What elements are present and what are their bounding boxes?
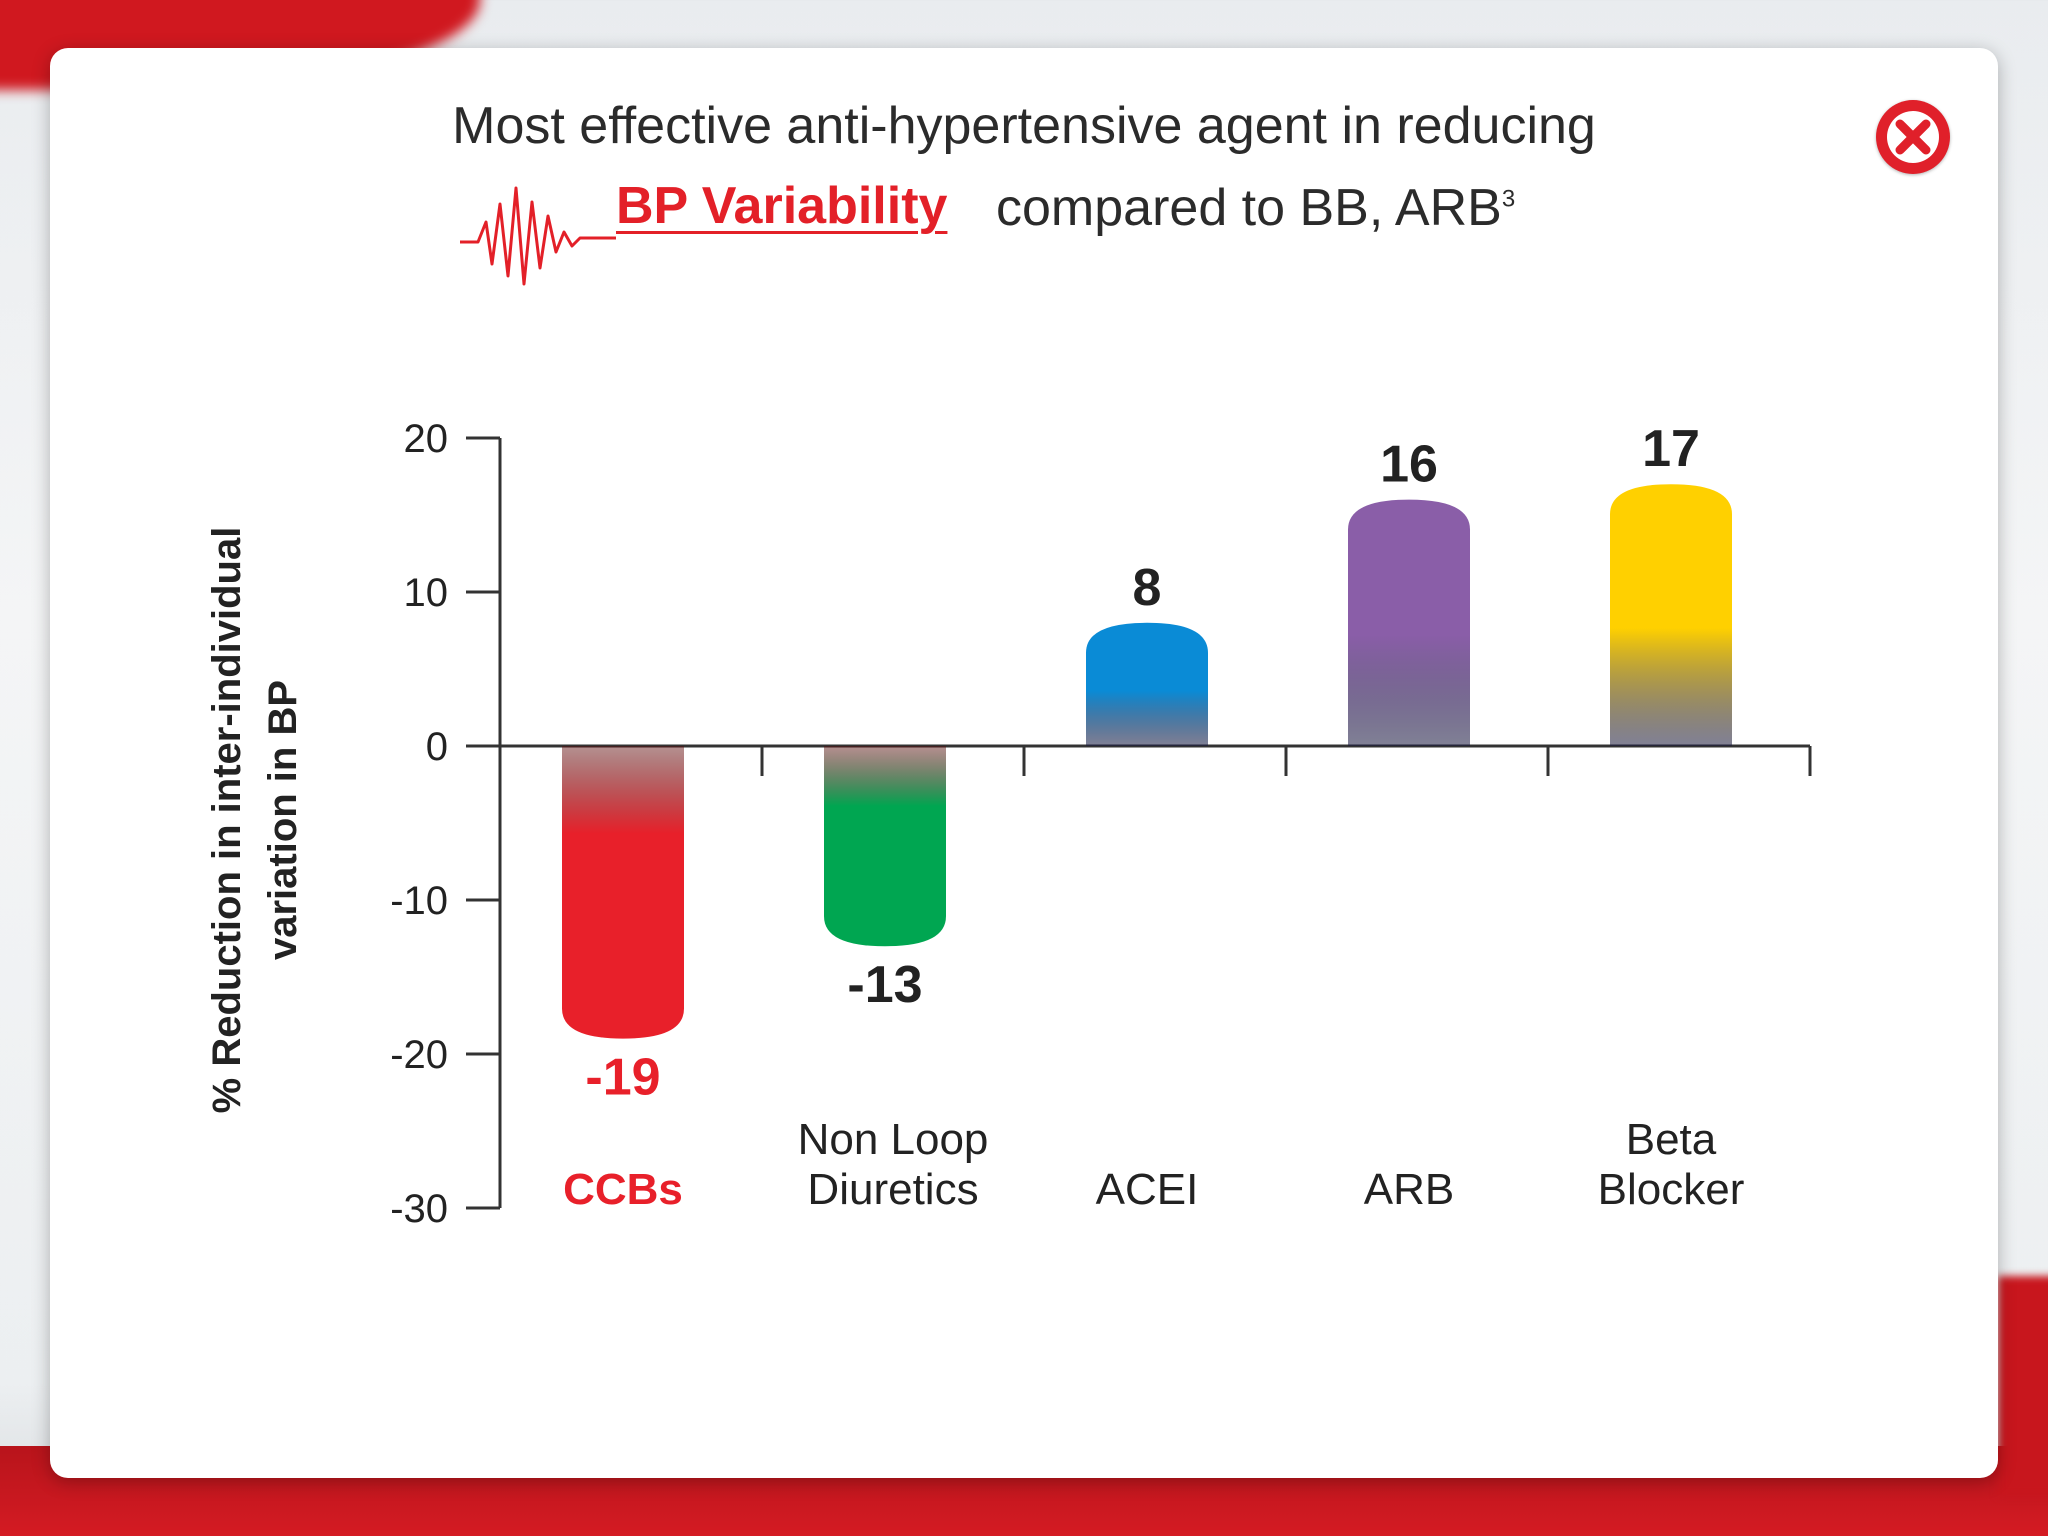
bar-beta-blocker (1610, 484, 1732, 746)
category-label: Beta (1626, 1115, 1717, 1164)
y-tick-label: 20 (404, 417, 449, 461)
data-label: 17 (1642, 420, 1700, 478)
chart-title-comparison: compared to BB, ARB3 (996, 178, 1515, 238)
category-label: Non Loop (798, 1115, 989, 1164)
background-red-swoosh-right (1998, 1276, 2048, 1496)
category-label: CCBs (563, 1165, 683, 1214)
bp-variability-highlight: BP Variability (616, 177, 948, 235)
chart-title-line1: Most effective anti-hypertensive agent i… (452, 97, 1596, 155)
close-button[interactable] (1876, 100, 1950, 174)
category-label: ARB (1364, 1165, 1454, 1214)
y-tick-label: -30 (390, 1187, 448, 1231)
data-label: 8 (1133, 559, 1162, 617)
y-tick-label: -20 (390, 1033, 448, 1077)
heartbeat-pulse-icon (460, 186, 616, 286)
y-tick-label: -10 (390, 879, 448, 923)
bar-acei (1086, 622, 1208, 746)
data-label: 16 (1380, 436, 1438, 494)
data-label: -19 (585, 1049, 660, 1107)
reference-superscript: 3 (1501, 185, 1516, 213)
category-label: ACEI (1096, 1165, 1199, 1214)
close-icon (1887, 111, 1939, 163)
y-tick-label: 0 (426, 725, 448, 769)
category-label: Diuretics (807, 1165, 978, 1214)
data-label: -13 (847, 956, 922, 1014)
comparison-text: compared to BB, ARB (996, 179, 1502, 237)
chart-title-line2: BP Variability compared to BB, ARB3 (456, 168, 1656, 298)
y-tick-label: 10 (404, 571, 449, 615)
category-label: Blocker (1598, 1165, 1745, 1214)
bar-ccbs (562, 746, 684, 1039)
bar-non-loop-diuretics (824, 746, 946, 947)
bar-arb (1348, 499, 1470, 746)
